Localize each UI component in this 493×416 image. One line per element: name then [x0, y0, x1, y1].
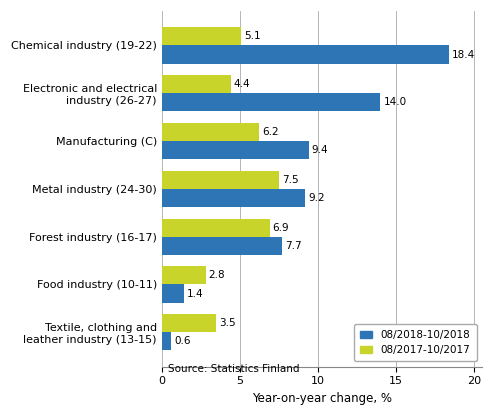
Text: 9.2: 9.2	[309, 193, 325, 203]
Text: 0.6: 0.6	[175, 337, 191, 347]
Bar	[162, 123, 259, 141]
Text: 6.9: 6.9	[273, 223, 289, 233]
Text: 2.8: 2.8	[209, 270, 225, 280]
Text: Source: Statistics Finland: Source: Statistics Finland	[168, 364, 300, 374]
Text: 7.7: 7.7	[285, 241, 302, 251]
Bar	[162, 189, 306, 207]
Text: 3.5: 3.5	[219, 318, 236, 328]
Bar	[162, 27, 242, 45]
Bar	[162, 93, 381, 111]
Bar	[162, 45, 449, 64]
Text: 9.4: 9.4	[312, 145, 328, 155]
Text: 6.2: 6.2	[262, 127, 279, 137]
X-axis label: Year-on-year change, %: Year-on-year change, %	[252, 392, 392, 405]
Text: 18.4: 18.4	[452, 50, 475, 59]
Bar	[162, 237, 282, 255]
Text: 7.5: 7.5	[282, 175, 299, 185]
Bar	[162, 141, 309, 159]
Bar	[162, 314, 216, 332]
Bar	[162, 218, 270, 237]
Bar	[162, 332, 171, 350]
Text: 5.1: 5.1	[245, 31, 261, 41]
Bar	[162, 171, 279, 189]
Text: 14.0: 14.0	[384, 97, 407, 107]
Bar	[162, 75, 231, 93]
Legend: 08/2018-10/2018, 08/2017-10/2017: 08/2018-10/2018, 08/2017-10/2017	[353, 324, 477, 362]
Bar	[162, 285, 184, 303]
Text: 1.4: 1.4	[187, 289, 204, 299]
Text: 4.4: 4.4	[234, 79, 250, 89]
Bar	[162, 266, 206, 285]
